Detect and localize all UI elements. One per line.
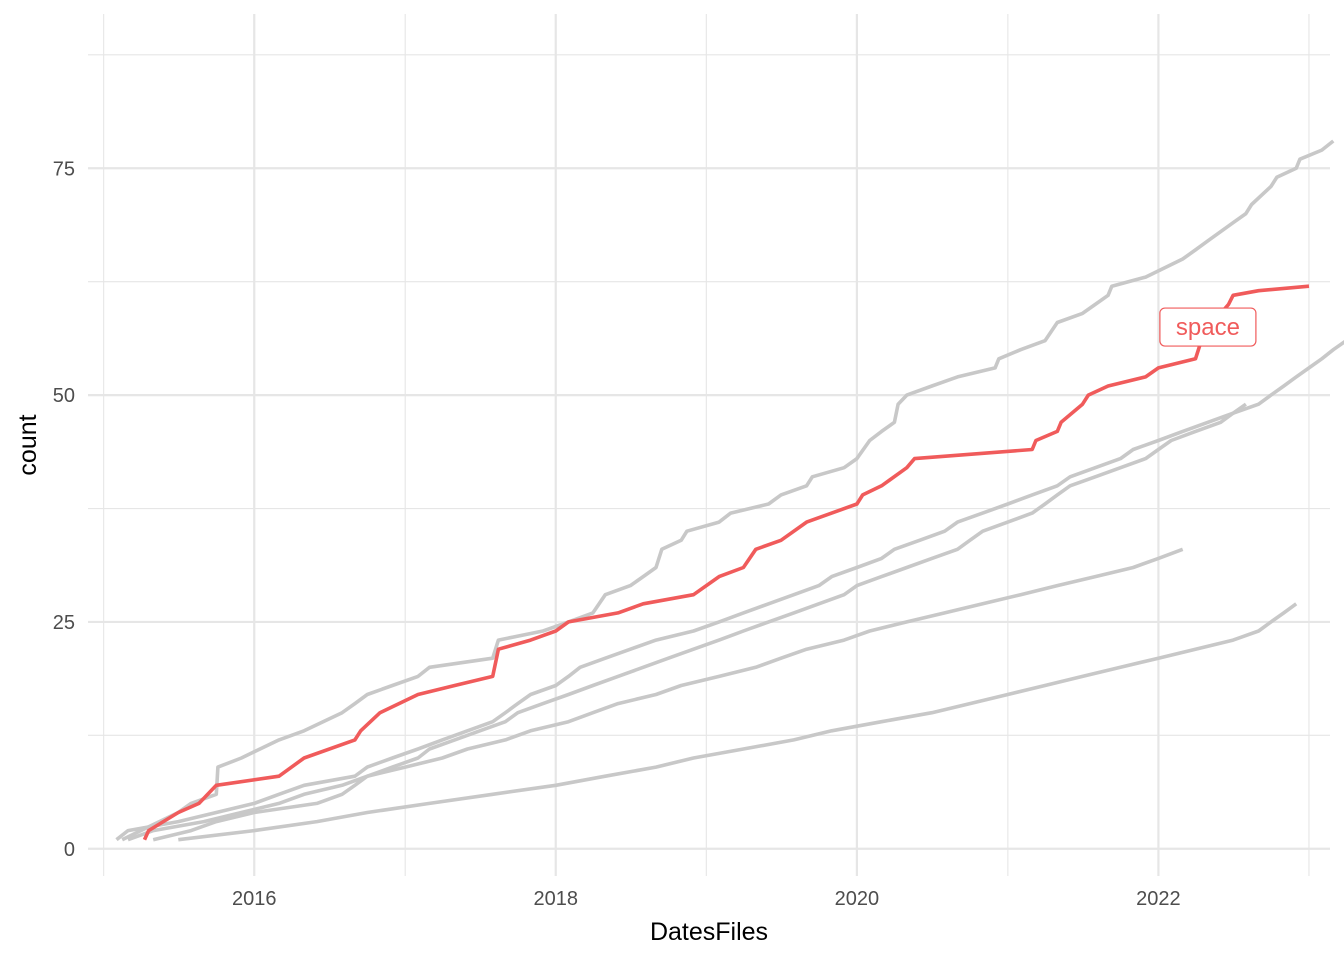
series-label: space bbox=[1159, 307, 1257, 347]
x-tick-label: 2020 bbox=[835, 888, 880, 910]
series-label-text: space bbox=[1176, 314, 1240, 341]
highlighted-series bbox=[142, 284, 1310, 841]
series-line bbox=[178, 602, 1298, 842]
series-line bbox=[121, 139, 1335, 842]
series-line bbox=[152, 402, 1247, 842]
x-axis-title: DatesFiles bbox=[650, 918, 768, 946]
y-axis-title: count bbox=[14, 414, 42, 475]
series-label-box bbox=[1159, 307, 1257, 347]
series-line-highlighted bbox=[142, 284, 1310, 841]
x-tick-label: 2016 bbox=[232, 888, 277, 910]
y-tick-label: 0 bbox=[64, 839, 75, 861]
y-tick-label: 75 bbox=[53, 158, 75, 180]
series-line bbox=[115, 339, 1344, 842]
y-tick-label: 50 bbox=[53, 385, 75, 407]
x-tick-label: 2018 bbox=[534, 888, 579, 910]
x-tick-label: 2022 bbox=[1136, 888, 1181, 910]
y-tick-label: 25 bbox=[53, 612, 75, 634]
axis-ticks: 2016 2018 2020 2022 0 25 50 75 bbox=[53, 158, 1181, 910]
background-series bbox=[115, 139, 1344, 842]
series-line bbox=[127, 547, 1184, 842]
